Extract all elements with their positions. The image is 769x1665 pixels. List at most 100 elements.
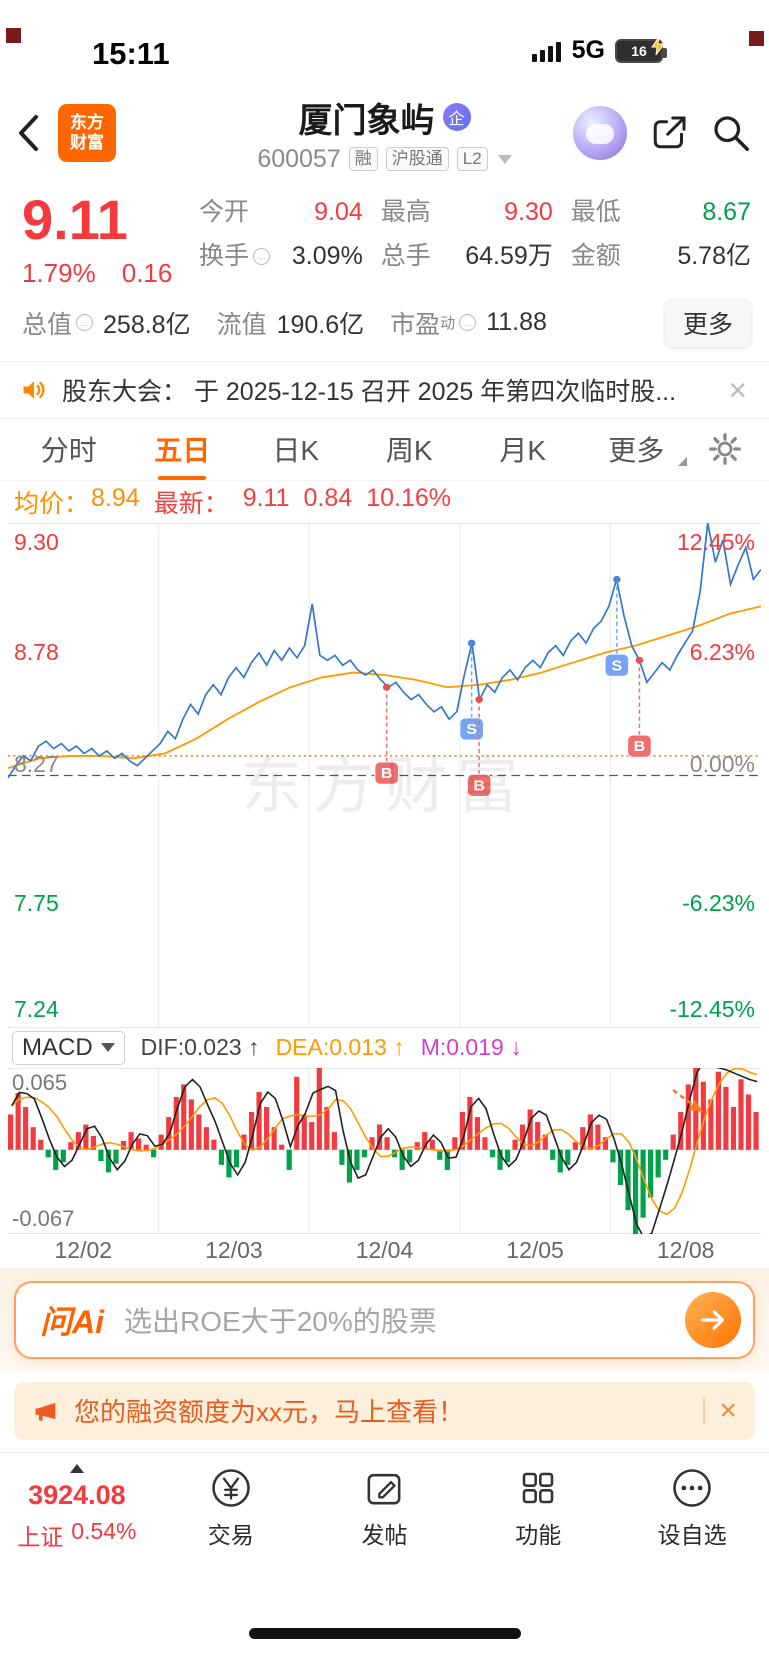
macd-annotation-arrow xyxy=(672,1088,703,1112)
quote-panel: 9.11 1.79% 0.16 今开 9.04 最高 9.30 最低 8.67 xyxy=(0,181,769,361)
index-value: 3924.08 xyxy=(28,1480,126,1511)
axis-price-3: 8.27 xyxy=(14,750,59,777)
eastmoney-logo: 东方 财富 xyxy=(58,104,116,162)
date-label: 12/04 xyxy=(355,1237,414,1264)
macd-chart[interactable]: 0.065 -0.067 xyxy=(8,1067,761,1234)
status-time: 15:11 xyxy=(92,36,170,71)
axis-pct-2: 6.23% xyxy=(689,638,755,665)
more-button[interactable]: 更多 xyxy=(664,298,751,347)
svg-text:S: S xyxy=(611,657,622,673)
date-label: 12/03 xyxy=(205,1237,263,1264)
tab-weekly-k[interactable]: 周K xyxy=(385,435,433,467)
chart-tabs: 分时 五日 日K 周K 月K 更多 xyxy=(0,419,769,481)
home-indicator xyxy=(248,1628,521,1639)
stock-code-row[interactable]: 600057 融 沪股通 L2 xyxy=(257,144,512,174)
stat-volume: 总手 64.59万 xyxy=(380,242,553,270)
stat-pe-ratio: 市盈动 11.88 xyxy=(390,305,547,341)
back-button[interactable] xyxy=(8,109,48,157)
ask-ai-section: 问Ai 选出ROE大于20%的股票 xyxy=(0,1267,769,1372)
search-icon[interactable] xyxy=(711,113,751,153)
tab-daily-k[interactable]: 日K xyxy=(272,435,320,467)
info-icon[interactable] xyxy=(459,314,477,332)
signal-icon xyxy=(531,41,561,62)
gear-icon xyxy=(709,433,741,466)
info-icon[interactable] xyxy=(76,314,94,332)
axis-pct-4: -6.23% xyxy=(682,889,755,916)
nav-item-functions[interactable]: 功能 xyxy=(461,1453,615,1564)
arrow-right-icon xyxy=(700,1309,724,1330)
ticker-text: 股东大会： 于 2025-12-15 召开 2025 年第四次临时股... xyxy=(62,377,677,406)
nav-item-watchlist[interactable]: 设自选 xyxy=(615,1453,769,1564)
date-axis: 12/02 12/03 12/04 12/05 12/08 xyxy=(8,1234,761,1268)
ask-ai-logo: 问Ai xyxy=(40,1303,105,1340)
chevron-down-icon xyxy=(100,1043,115,1053)
network-label: 5G xyxy=(571,36,605,64)
megaphone-icon xyxy=(35,1402,56,1421)
ask-ai-searchbox[interactable]: 问Ai 选出ROE大于20%的股票 xyxy=(14,1280,755,1359)
macd-y-min: -0.067 xyxy=(12,1205,75,1231)
change-absolute: 0.16 xyxy=(121,257,173,288)
macd-m-value: M:0.019 ↓ xyxy=(420,1034,522,1061)
watermark: 东方财富 xyxy=(240,752,529,822)
tab-minute[interactable]: 分时 xyxy=(40,435,97,467)
nav-item-post[interactable]: 发帖 xyxy=(308,1453,462,1564)
stat-open: 今开 9.04 xyxy=(199,198,363,226)
ask-ai-submit-button[interactable] xyxy=(685,1291,741,1348)
macd-y-max: 0.065 xyxy=(12,1069,68,1095)
notice-close-icon[interactable]: × xyxy=(719,1393,737,1427)
tab-five-day[interactable]: 五日 xyxy=(126,419,240,480)
index-name-change: 上证 0.54% xyxy=(17,1518,137,1551)
hgt-badge: 沪股通 xyxy=(385,146,449,172)
battery-level: 16 xyxy=(631,42,647,59)
info-icon[interactable] xyxy=(253,247,271,265)
financing-notice-banner[interactable]: 您的融资额度为xx元，马上查看！ × xyxy=(14,1381,755,1440)
price-change: 1.79% 0.16 xyxy=(22,258,195,289)
svg-text:B: B xyxy=(381,765,393,781)
chevron-down-icon[interactable] xyxy=(497,154,512,164)
tab-more[interactable]: 更多 xyxy=(580,419,694,480)
axis-pct-3: 0.00% xyxy=(689,750,755,777)
stat-low: 最低 8.67 xyxy=(570,198,751,226)
nav-item-trade[interactable]: 交易 xyxy=(154,1453,308,1564)
yuan-trade-icon xyxy=(211,1469,250,1507)
header-title-block: 厦门象屿 企 600057 融 沪股通 L2 xyxy=(0,85,769,181)
ask-ai-placeholder: 选出ROE大于20%的股票 xyxy=(124,1305,437,1337)
dots-circle-icon xyxy=(673,1469,711,1507)
l2-badge: L2 xyxy=(456,146,488,172)
last-price: 9.11 xyxy=(22,188,128,251)
svg-text:B: B xyxy=(634,738,646,754)
chart-settings-button[interactable] xyxy=(693,419,757,480)
expand-up-icon xyxy=(69,1464,84,1474)
compose-icon xyxy=(368,1473,401,1505)
enterprise-badge[interactable]: 企 xyxy=(442,103,471,131)
ticker-close-icon[interactable]: × xyxy=(728,371,747,408)
date-label: 12/08 xyxy=(656,1237,715,1264)
stat-float-cap: 流值 190.6亿 xyxy=(216,310,365,339)
nav-item-index[interactable]: 3924.08 上证 0.54% xyxy=(0,1453,154,1564)
date-label: 12/05 xyxy=(506,1237,564,1264)
date-label: 12/02 xyxy=(54,1237,113,1264)
stat-amount: 金额 5.78亿 xyxy=(570,242,751,270)
back-chevron-icon xyxy=(19,115,38,151)
stat-high: 最高 9.30 xyxy=(380,198,553,226)
stock-code: 600057 xyxy=(257,144,341,173)
quote-stats-grid: 今开 9.04 最高 9.30 最低 8.67 换手 3.09% 总手 64 xyxy=(195,191,769,289)
tab-monthly-k[interactable]: 月K xyxy=(499,435,547,467)
axis-price-2: 8.78 xyxy=(14,638,59,665)
assistant-avatar[interactable] xyxy=(573,106,627,160)
axis-price-1: 9.30 xyxy=(14,528,59,555)
five-day-chart-svg: B S B S B xyxy=(8,522,761,1028)
divider xyxy=(703,1397,706,1424)
five-day-chart[interactable]: B S B S B 东方财富 9.30 8.78 8.27 7.75 7.24 12.4… xyxy=(8,522,761,1028)
indicator-selector[interactable]: MACD xyxy=(12,1030,125,1065)
axis-pct-1: 12.45% xyxy=(676,528,755,555)
status-indicators: 5G 16 xyxy=(531,36,667,65)
stock-title: 厦门象屿 xyxy=(298,101,435,140)
share-icon[interactable] xyxy=(649,113,689,153)
chart-legend: 均价： 8.94 最新： 9.11 0.84 10.16% xyxy=(0,481,769,523)
battery-icon: 16 xyxy=(615,36,667,63)
announcement-ticker[interactable]: 股东大会： 于 2025-12-15 召开 2025 年第四次临时股... × xyxy=(0,360,769,419)
app-header: 东方 财富 厦门象屿 企 600057 融 沪股通 L2 xyxy=(0,85,769,181)
change-percent: 1.79% xyxy=(22,257,96,288)
